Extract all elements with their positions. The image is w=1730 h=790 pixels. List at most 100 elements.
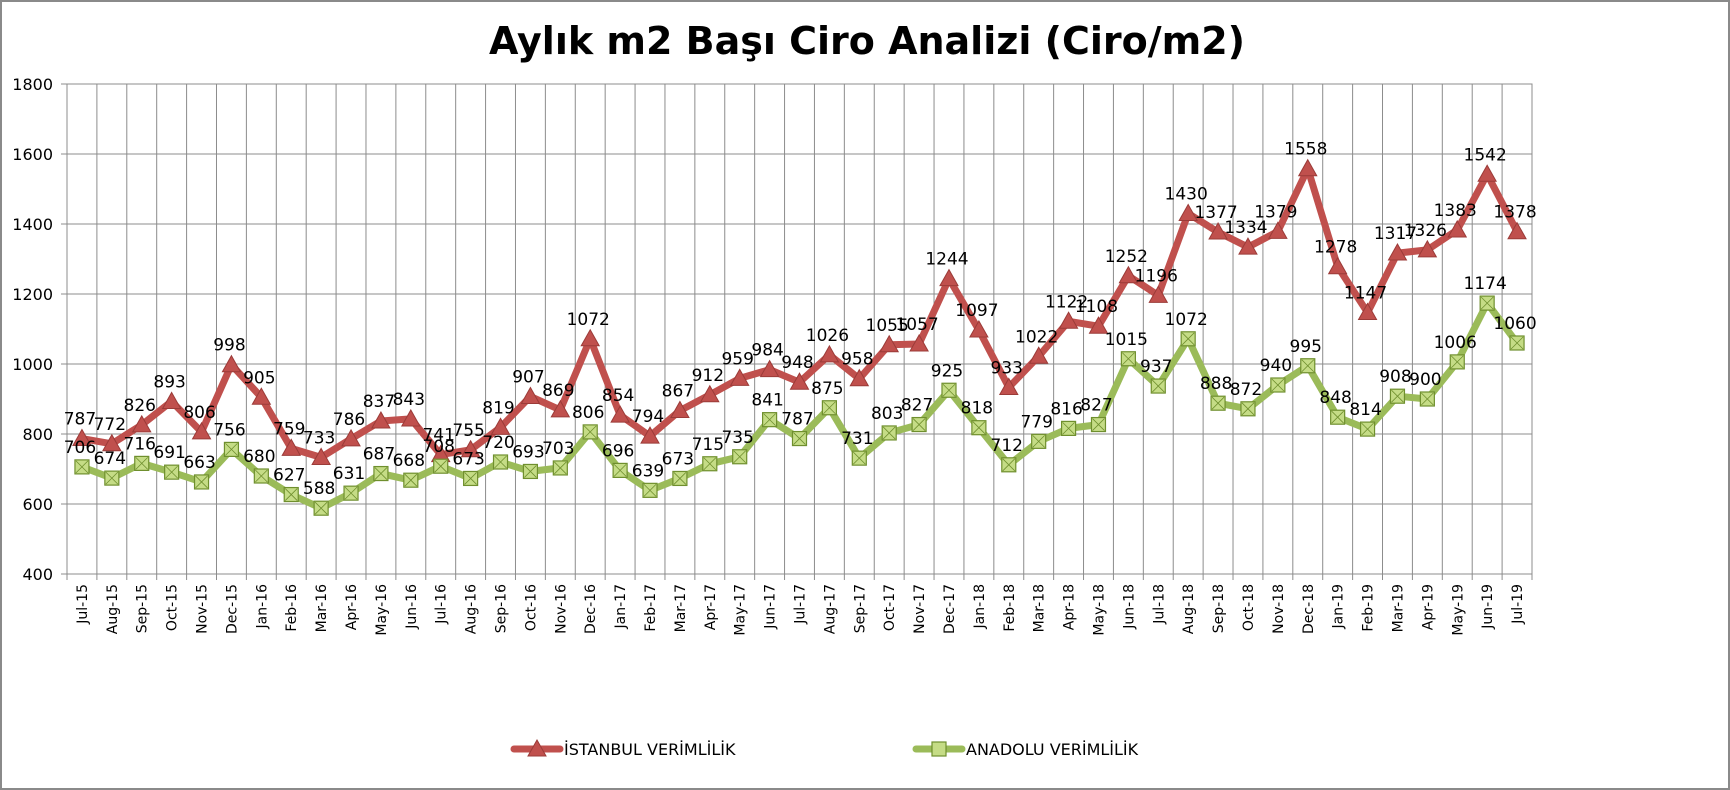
data-point-anadolu-facet [464,472,477,485]
data-point-anadolu-facet [284,488,298,501]
data-point-istanbul [909,334,929,352]
data-label: 1072 [567,310,610,330]
data-label: 1055 [866,316,909,336]
data-label: 1252 [1105,247,1148,267]
y-tick-label: 1200 [12,285,53,304]
data-point-istanbul [849,368,870,387]
data-label: 893 [153,372,185,392]
data-point-anadolu-facet [1241,402,1255,416]
data-label: 779 [1020,412,1052,432]
x-tick-label: Mar-17 [673,584,689,632]
x-tick-label: Aug-15 [105,584,121,634]
data-label: 1026 [806,326,849,346]
y-tick-label: 1000 [12,355,53,374]
data-label: 1542 [1464,145,1507,165]
data-point-anadolu-facet [554,461,567,475]
data-label: 814 [1349,400,1381,420]
x-tick-label: Dec-16 [583,584,599,634]
data-point-anadolu-facet [1211,396,1225,410]
data-label: 693 [512,442,544,462]
y-tick-label: 1400 [12,215,53,234]
x-tick-label: May-18 [1091,584,1107,636]
data-point-istanbul [161,391,182,409]
x-tick-label: May-19 [1450,584,1466,636]
data-label: 1108 [1075,297,1118,317]
data-point-anadolu-facet [524,465,537,478]
data-point-anadolu-facet [1331,410,1344,424]
data-point-anadolu-facet [75,460,89,474]
data-label: 1317 [1374,224,1417,244]
x-tick-label: Apr-17 [703,584,719,630]
x-tick-label: Jun-16 [404,584,420,630]
data-label: 843 [393,390,425,410]
x-tick-label: Jun-17 [763,584,779,630]
data-label: 940 [1260,356,1292,376]
data-point-istanbul [998,377,1019,395]
x-tick-label: Apr-19 [1420,584,1436,630]
data-point-anadolu-facet [1450,355,1464,369]
data-point-anadolu-facet [225,443,238,456]
data-label: 1278 [1314,238,1357,258]
data-point-istanbul [759,359,780,378]
data-point-anadolu-facet [853,451,866,465]
data-label: 691 [153,443,185,463]
data-label: 720 [482,433,514,453]
data-label: 731 [841,429,873,449]
data-point-anadolu-facet [374,467,388,480]
data-label: 696 [602,441,634,461]
data-label: 1060 [1493,314,1536,334]
data-point-istanbul [1417,239,1438,258]
x-tick-label: May-16 [374,584,390,636]
x-tick-label: Jul-18 [1151,584,1167,625]
data-point-anadolu-facet [135,457,149,470]
x-tick-label: Nov-18 [1271,584,1287,634]
data-label: 872 [1230,380,1262,400]
data-label: 627 [273,466,305,486]
data-point-anadolu-facet [1510,336,1524,350]
x-tick-label: Feb-16 [284,584,300,632]
data-point-istanbul [1357,302,1378,321]
legend-marker-triangle [527,738,547,757]
data-label: 735 [721,428,753,448]
data-label: 663 [183,453,215,473]
data-label: 756 [213,420,245,440]
x-tick-label: Apr-18 [1062,584,1078,630]
data-label: 867 [662,382,694,402]
data-label: 706 [64,438,96,458]
data-point-istanbul [1058,311,1079,329]
data-label: 631 [333,464,365,484]
data-label: 786 [333,410,365,430]
data-point-anadolu-facet [643,484,657,497]
x-tick-label: Aug-17 [822,584,838,634]
x-tick-label: Mar-18 [1032,584,1048,632]
x-tick-label: Sep-15 [135,584,151,633]
data-label: 995 [1290,337,1322,357]
x-tick-label: Jul-19 [1510,584,1526,625]
data-label: 674 [94,449,126,469]
x-tick-label: Jul-17 [793,584,809,625]
data-label: 854 [602,386,634,406]
x-tick-label: Aug-16 [464,584,480,634]
data-point-istanbul [699,384,720,403]
x-tick-label: Jun-18 [1121,584,1137,630]
data-point-istanbul [490,417,511,435]
data-label: 794 [632,407,664,427]
data-label: 912 [692,366,724,386]
data-point-istanbul [1088,316,1109,334]
data-point-istanbul [251,387,272,405]
data-label: 998 [213,336,245,356]
data-label: 959 [721,349,753,369]
x-tick-label: Oct-17 [882,584,898,631]
data-label: 819 [482,398,514,418]
data-label: 1326 [1404,221,1447,241]
data-point-istanbul [1178,203,1199,221]
data-label: 1006 [1434,333,1477,353]
data-point-anadolu-facet [404,473,418,487]
x-tick-label: Mar-16 [314,584,330,632]
x-tick-label: Mar-19 [1390,584,1406,632]
x-tick-label: Dec-15 [224,584,240,634]
data-label: 1430 [1165,185,1208,205]
x-tick-label: Sep-17 [852,584,868,633]
